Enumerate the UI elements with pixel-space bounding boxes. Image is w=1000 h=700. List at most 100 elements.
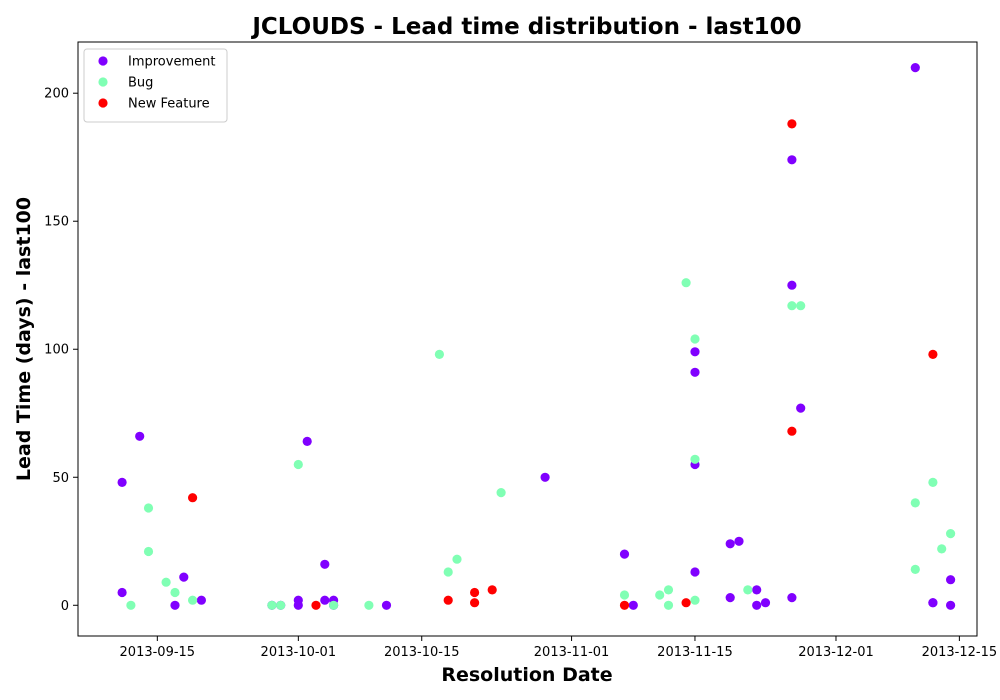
data-point <box>496 488 506 498</box>
data-point <box>329 600 339 610</box>
data-point <box>364 600 374 610</box>
data-point <box>910 498 920 508</box>
plot-area <box>78 42 977 636</box>
data-point <box>196 595 206 605</box>
y-tick-label: 100 <box>44 343 69 358</box>
data-point <box>619 590 630 600</box>
x-tick-label: 2013-10-15 <box>384 645 460 660</box>
data-point <box>117 477 127 487</box>
data-point <box>470 587 480 598</box>
data-point <box>117 587 127 598</box>
points-layer <box>117 63 956 610</box>
data-point <box>928 477 938 487</box>
series-new-feature <box>188 119 938 610</box>
data-point <box>734 536 744 546</box>
data-point <box>787 301 797 311</box>
data-point <box>470 598 480 608</box>
data-point <box>690 595 700 605</box>
data-point <box>787 119 797 129</box>
data-point <box>928 349 938 359</box>
series-bug <box>126 278 956 610</box>
legend-marker <box>98 56 108 66</box>
data-point <box>690 334 700 344</box>
y-tick-label: 0 <box>61 599 69 614</box>
data-point <box>170 587 180 598</box>
data-point <box>787 155 797 165</box>
data-point <box>752 585 762 595</box>
data-point <box>946 529 956 539</box>
x-tick-label: 2013-12-01 <box>798 645 874 660</box>
data-point <box>663 585 674 595</box>
data-point <box>126 600 136 610</box>
data-point <box>293 459 303 470</box>
data-point <box>928 598 938 608</box>
x-tick-label: 2013-11-01 <box>534 645 610 660</box>
data-point <box>276 600 286 610</box>
data-point <box>910 564 920 575</box>
data-point <box>946 600 956 610</box>
data-point <box>293 600 303 610</box>
legend-marker <box>98 77 108 87</box>
data-point <box>135 431 145 441</box>
data-point <box>143 546 154 557</box>
data-point <box>787 280 797 290</box>
data-point <box>760 598 771 608</box>
data-point <box>143 503 154 513</box>
legend-label: Improvement <box>128 55 215 70</box>
data-point <box>787 426 797 436</box>
data-point <box>690 454 700 464</box>
data-point <box>619 600 630 610</box>
data-point <box>937 544 947 554</box>
data-point <box>434 349 444 359</box>
data-point <box>179 572 189 582</box>
data-point <box>796 301 806 311</box>
x-tick-label: 2013-11-15 <box>657 645 733 660</box>
legend-marker <box>98 98 108 108</box>
data-point <box>619 549 630 559</box>
data-point <box>311 600 321 610</box>
data-point <box>381 600 392 610</box>
data-point <box>188 595 198 605</box>
data-point <box>302 436 312 446</box>
data-point <box>752 600 762 610</box>
data-point <box>946 575 956 585</box>
data-point <box>487 585 497 595</box>
data-point <box>690 367 700 377</box>
data-point <box>540 472 550 482</box>
y-axis: 0 50 100 150 200 <box>44 87 78 614</box>
data-point <box>690 567 700 577</box>
y-tick-label: 200 <box>44 87 69 102</box>
x-axis-label: Resolution Date <box>441 664 612 686</box>
legend-label: Bug <box>128 76 153 91</box>
data-point <box>452 554 462 564</box>
legend: Improvement Bug New Feature <box>83 48 228 123</box>
data-point <box>910 63 920 73</box>
data-point <box>443 567 453 577</box>
legend-box <box>83 48 228 123</box>
data-point <box>628 600 638 610</box>
data-point <box>170 600 180 610</box>
legend-label: New Feature <box>128 97 210 112</box>
data-point <box>725 539 735 549</box>
data-point <box>787 593 797 603</box>
data-point <box>663 600 674 610</box>
y-axis-label: Lead Time (days) - last100 <box>13 197 35 481</box>
x-axis: 2013-09-15 2013-10-01 2013-10-15 2013-11-01… <box>120 636 998 660</box>
data-point <box>443 595 453 605</box>
x-tick-label: 2013-10-01 <box>261 645 337 660</box>
data-point <box>690 347 700 357</box>
data-point <box>267 600 277 610</box>
plot-frame <box>77 41 978 637</box>
data-point <box>320 559 330 569</box>
data-point <box>796 403 806 413</box>
data-point <box>161 577 171 587</box>
data-point <box>743 585 753 595</box>
x-tick-label: 2013-12-15 <box>922 645 998 660</box>
data-point <box>725 593 735 603</box>
data-point <box>655 590 665 600</box>
y-tick-label: 50 <box>52 471 69 486</box>
data-point <box>320 595 330 605</box>
chart-title: JCLOUDS - Lead time distribution - last1… <box>250 14 801 40</box>
